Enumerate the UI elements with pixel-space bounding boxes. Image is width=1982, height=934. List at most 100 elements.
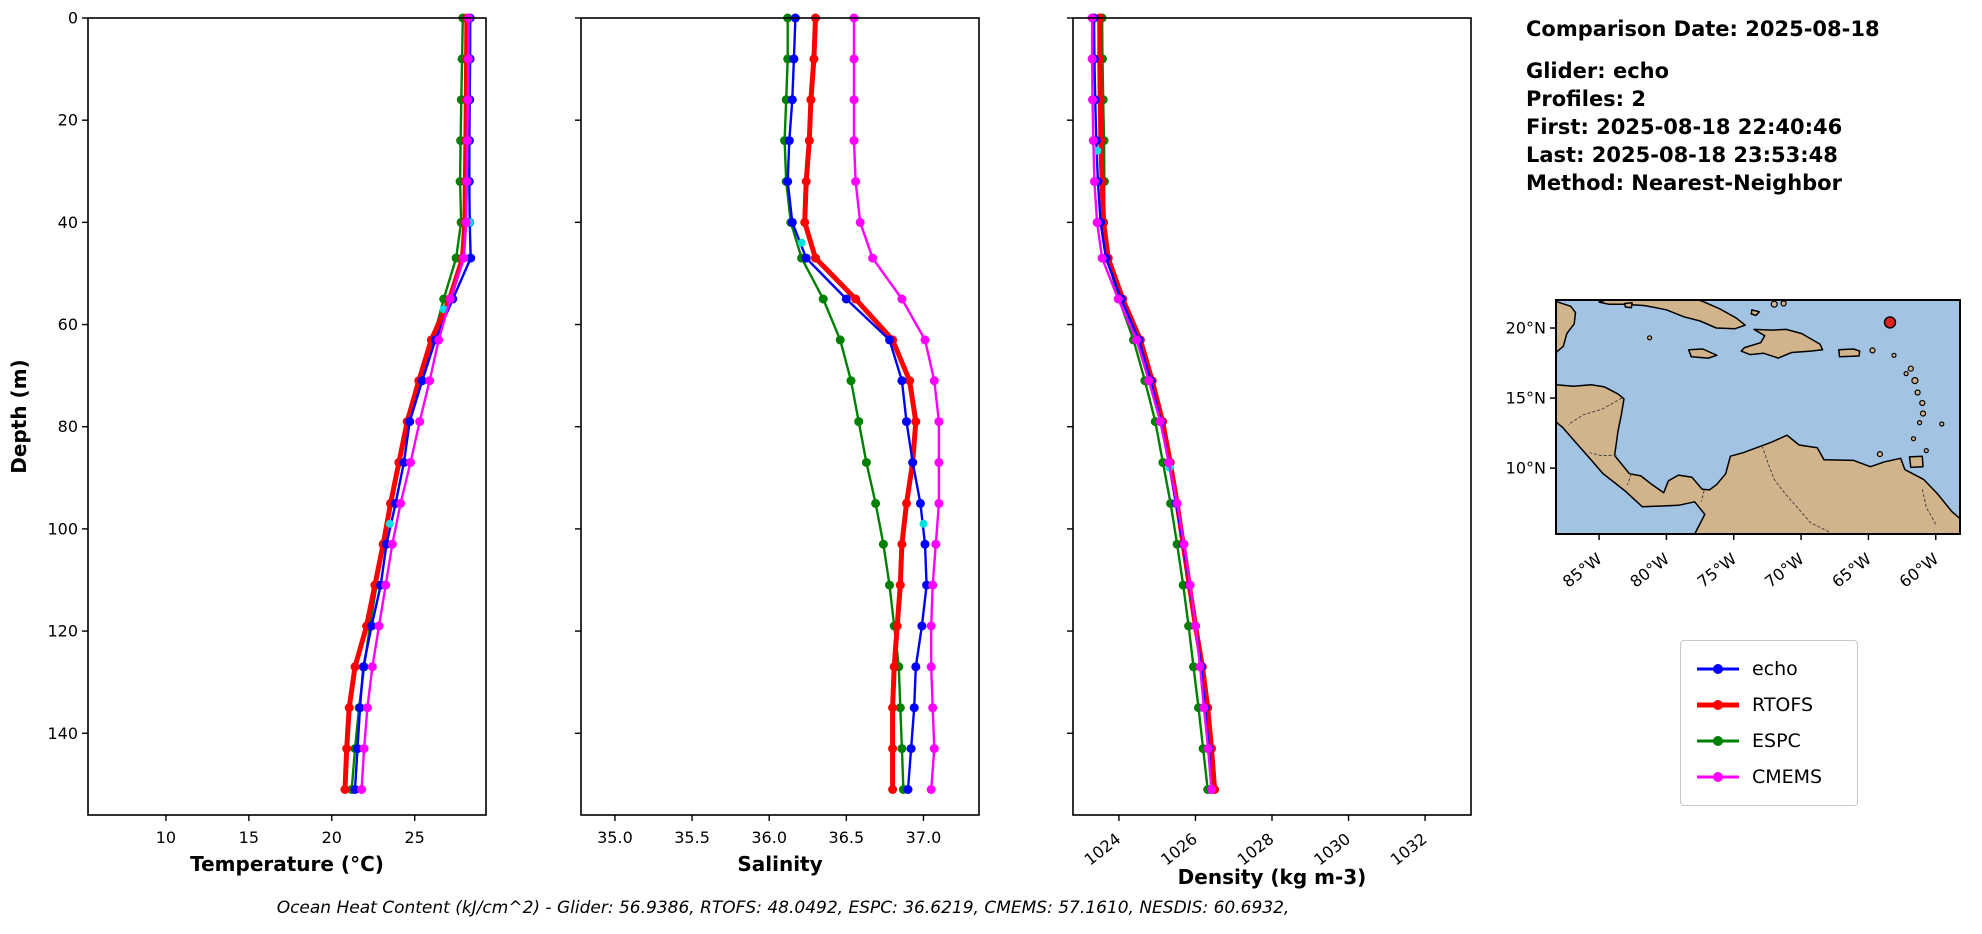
- salinity-CMEMS-marker: [897, 294, 907, 304]
- salinity-ESPC-marker: [871, 498, 881, 508]
- salinity-RTOFS-marker: [911, 417, 921, 427]
- density-CMEMS-marker: [1088, 95, 1097, 105]
- landmass: [1623, 302, 1633, 309]
- temperature-echo-marker: [358, 662, 368, 672]
- salinity-RTOFS-marker: [892, 621, 902, 631]
- map-frame: [1555, 299, 1961, 535]
- density-CMEMS-marker: [1195, 662, 1205, 672]
- salinity-CMEMS-marker: [934, 417, 944, 427]
- small-island: [1939, 421, 1945, 427]
- small-island: [1780, 300, 1787, 307]
- info-panel: Comparison Date: 2025-08-18 Glider: echo…: [1526, 15, 1880, 197]
- density-CMEMS-marker: [1087, 54, 1097, 64]
- svg-text:25: 25: [405, 828, 425, 847]
- country-border: [1567, 397, 1623, 426]
- info-line-3: Last: 2025-08-18 23:53:48: [1526, 143, 1838, 167]
- salinity-echo-marker: [906, 744, 916, 754]
- legend-label: RTOFS: [1752, 694, 1814, 716]
- salinity-CMEMS-marker: [934, 458, 944, 467]
- density-echo2-marker: [1093, 146, 1102, 155]
- salinity-echo-marker: [789, 54, 799, 64]
- salinity-CMEMS-marker: [929, 744, 939, 754]
- svg-text:35.5: 35.5: [674, 828, 710, 847]
- salinity-echo-marker: [909, 703, 919, 713]
- comparison-date-text: Comparison Date: 2025-08-18: [1526, 17, 1880, 41]
- subplot-temperature: 10 15 20 25 0 20 40 60 80 100 120 140 Temperature (°…: [47, 9, 487, 876]
- salinity-CMEMS-marker: [928, 703, 938, 713]
- temperature-echo2-marker: [385, 519, 394, 528]
- salinity-RTOFS-marker: [902, 498, 911, 508]
- density-CMEMS-line: [1090, 16, 1213, 791]
- temperature-CMEMS-marker: [445, 294, 455, 304]
- salinity-ESPC-marker: [818, 294, 828, 304]
- salinity-CMEMS-marker: [934, 498, 944, 508]
- temperature-CMEMS-marker: [461, 217, 471, 227]
- salinity-echo-marker: [784, 136, 794, 146]
- density-y-ticks: [1067, 17, 1073, 734]
- density-CMEMS-marker: [1185, 580, 1195, 590]
- legend-item-echo: echo: [1695, 651, 1843, 687]
- salinity-frame: [580, 17, 980, 816]
- svg-text:60: 60: [58, 315, 78, 334]
- salinity-echo-marker: [908, 458, 918, 467]
- salinity-echo-marker: [885, 335, 894, 345]
- glider-info-lines: Glider: echo Profiles: 2 First: 2025-08-18…: [1526, 57, 1880, 197]
- subplot-density: 1024 1026 1028 1030 1032 Density (kg m-3): [1067, 13, 1472, 889]
- legend-item-ESPC: ESPC: [1695, 723, 1843, 759]
- temperature-RTOFS-marker: [340, 785, 350, 794]
- landmass: [1598, 300, 1746, 330]
- salinity-echo-marker: [903, 785, 913, 794]
- salinity-CMEMS-marker: [926, 621, 936, 631]
- small-island: [1647, 335, 1653, 341]
- salinity-RTOFS-marker: [811, 253, 820, 263]
- temperature-echo-line: [353, 16, 472, 791]
- svg-text:37.0: 37.0: [906, 828, 942, 847]
- salinity-ESPC-marker: [783, 54, 793, 64]
- landmass: [1750, 309, 1761, 317]
- legend-sample-CMEMS: [1697, 772, 1739, 782]
- salinity-RTOFS-marker: [889, 662, 899, 672]
- small-island: [1917, 419, 1923, 426]
- map-lon-tick-label: 80°W: [1626, 549, 1673, 591]
- density-CMEMS-marker: [1088, 136, 1098, 146]
- small-island: [1919, 399, 1926, 407]
- temperature-CMEMS-marker: [374, 621, 384, 631]
- info-line-2: First: 2025-08-18 22:40:46: [1526, 115, 1843, 139]
- salinity-echo2-marker: [797, 238, 806, 247]
- svg-text:0: 0: [68, 9, 78, 28]
- salinity-echo-marker: [915, 498, 925, 508]
- salinity-echo-marker: [911, 662, 921, 672]
- salinity-echo-marker: [787, 95, 797, 105]
- svg-text:1026: 1026: [1157, 829, 1201, 869]
- small-island: [1770, 300, 1778, 308]
- salinity-RTOFS-marker: [895, 580, 905, 590]
- svg-text:35.0: 35.0: [597, 828, 633, 847]
- small-island: [1876, 451, 1883, 458]
- salinity-RTOFS-marker: [809, 54, 819, 64]
- salinity-CMEMS-line: [852, 16, 941, 791]
- country-border: [1589, 452, 1617, 456]
- density-CMEMS-marker: [1172, 498, 1182, 508]
- map-lon-tick-label: 75°W: [1694, 549, 1741, 591]
- density-CMEMS-marker: [1155, 417, 1165, 427]
- density-CMEMS-series: [1087, 13, 1216, 794]
- salinity-RTOFS-line: [802, 15, 919, 792]
- temperature-echo-marker: [353, 744, 362, 754]
- salinity-echo-marker: [841, 294, 851, 304]
- country-border: [1626, 473, 1632, 486]
- density-CMEMS-marker: [1144, 376, 1154, 386]
- salinity-CMEMS-marker: [849, 95, 859, 105]
- salinity-CMEMS-marker: [868, 253, 878, 263]
- temperature-x-ticks: 10 15 20 25: [156, 815, 425, 847]
- temperature-echo-marker: [405, 417, 415, 427]
- map-lat-tick-label: 15°N: [1506, 389, 1546, 408]
- legend-label: ESPC: [1752, 730, 1801, 752]
- temperature-CMEMS-marker: [434, 335, 444, 345]
- salinity-echo-marker: [897, 376, 907, 386]
- small-island: [1923, 448, 1929, 454]
- map-lat-tick-label: 10°N: [1506, 459, 1546, 478]
- svg-text:1030: 1030: [1310, 829, 1354, 869]
- temperature-CMEMS-marker: [362, 703, 372, 713]
- location-map-canvas: 85°W 80°W 75°W 70°W 65°W 60°W 20°N 15°N 10°N: [1506, 299, 1961, 591]
- salinity-RTOFS-marker: [804, 136, 814, 146]
